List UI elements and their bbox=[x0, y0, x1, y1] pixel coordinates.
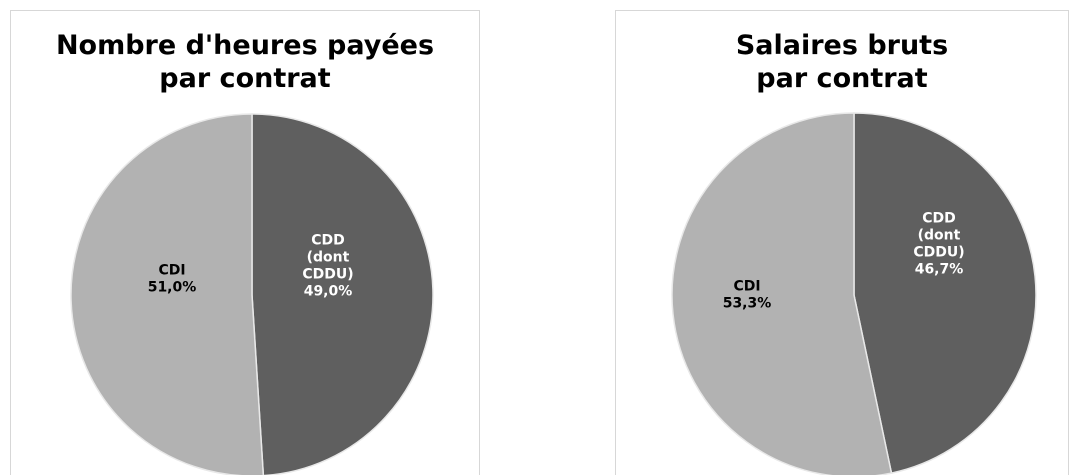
pie-chart-hours: CDD (dont CDDU) 49,0% CDI 51,0% bbox=[70, 113, 434, 475]
chart-title-line-1: Nombre d'heures payées bbox=[55, 30, 435, 61]
chart-title-line-2: par contrat bbox=[756, 63, 928, 94]
slice-category-label: CDI bbox=[733, 279, 760, 295]
slice-category-label: (dont bbox=[307, 250, 350, 266]
pie-slice-cdd bbox=[251, 113, 434, 475]
slice-value-label: 49,0% bbox=[304, 284, 353, 300]
slice-category-label: CDD bbox=[311, 233, 345, 249]
chart-panel-salaries: Salaires bruts par contrat CDD (dont CDDU)… bbox=[615, 10, 1069, 475]
slice-category-label: CDDU) bbox=[913, 245, 964, 261]
slice-category-label: CDD bbox=[922, 211, 956, 227]
slice-label-cdd: CDD (dont CDDU) 49,0% bbox=[302, 233, 353, 300]
slice-value-label: 53,3% bbox=[723, 296, 772, 312]
slice-category-label: (dont bbox=[918, 228, 961, 244]
pie-slice-cdi bbox=[671, 112, 893, 475]
pie-chart-salaries: CDD (dont CDDU) 46,7% CDI 53,3% bbox=[671, 112, 1037, 475]
pie-slice-cdd bbox=[853, 112, 1037, 474]
slice-label-cdi: CDI 51,0% bbox=[148, 263, 197, 296]
chart-title-line-1: Salaires bruts bbox=[735, 30, 949, 61]
chart-panel-hours: Nombre d'heures payées par contrat CDD (d… bbox=[10, 10, 480, 475]
slice-value-label: 46,7% bbox=[915, 262, 964, 278]
slice-category-label: CDDU) bbox=[302, 267, 353, 283]
slice-value-label: 51,0% bbox=[148, 280, 197, 296]
chart-title: Nombre d'heures payées par contrat bbox=[11, 29, 479, 95]
chart-title-line-2: par contrat bbox=[159, 63, 331, 94]
chart-title: Salaires bruts par contrat bbox=[616, 29, 1068, 95]
slice-category-label: CDI bbox=[158, 263, 185, 279]
slice-label-cdd: CDD (dont CDDU) 46,7% bbox=[913, 211, 964, 278]
slice-label-cdi: CDI 53,3% bbox=[723, 279, 772, 312]
pie-slice-cdi bbox=[70, 113, 265, 475]
